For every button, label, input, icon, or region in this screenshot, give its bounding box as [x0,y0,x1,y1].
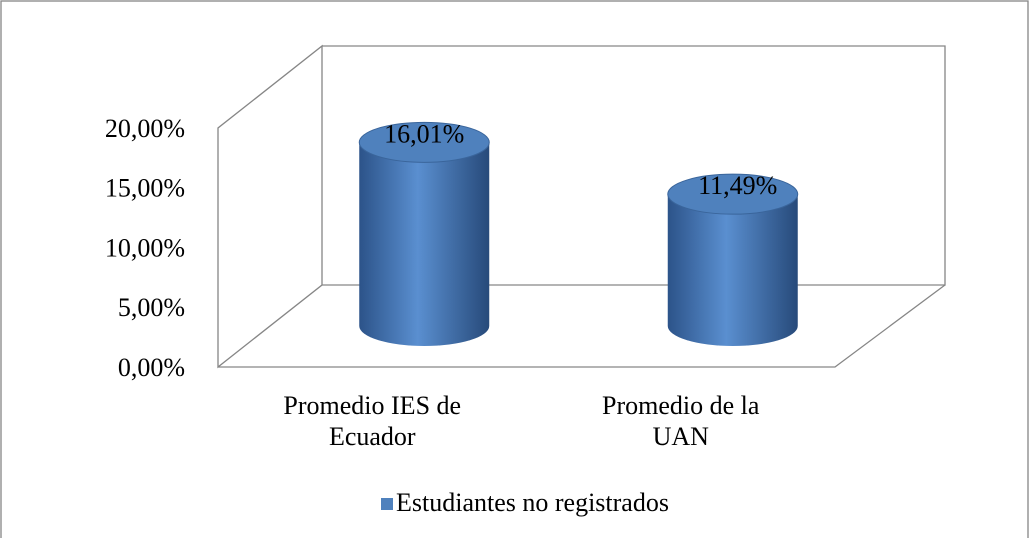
y-tick-label: 10,00% [105,233,185,262]
y-tick-label: 15,00% [105,174,185,203]
x-tick-label: Promedio IES de Ecuador [283,391,461,451]
bar-top [358,121,490,163]
legend-swatch [381,498,393,510]
bar [359,122,490,347]
back-wall [322,45,946,286]
bar [667,174,798,347]
y-tick-label: 20,00% [105,114,185,143]
x-tick-label: Promedio de la UAN [602,391,760,451]
y-tick-label: 0,00% [118,353,185,382]
floor [218,284,946,368]
plot-walls [217,44,946,369]
bar-top [667,173,799,215]
y-tick-label: 5,00% [118,293,185,322]
left-wall [217,44,323,369]
data-label: 16,01% [384,119,464,148]
legend-label: Estudiantes no registrados [396,488,669,517]
data-label: 11,49% [698,171,777,200]
